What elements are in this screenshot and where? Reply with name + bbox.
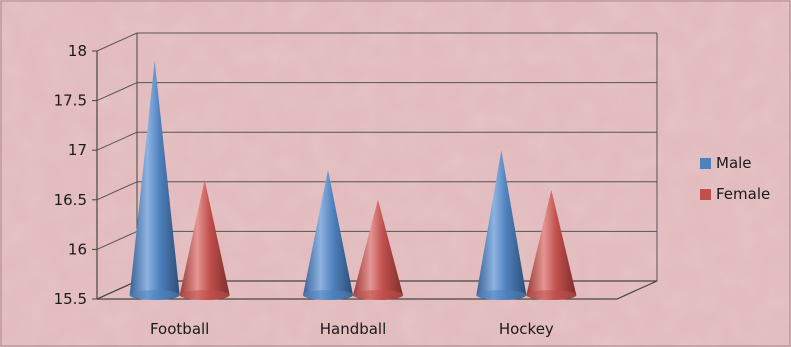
cone-base xyxy=(303,290,353,300)
cone-body xyxy=(179,179,230,300)
legend: Male Female xyxy=(700,154,770,203)
chart-marks xyxy=(129,60,577,300)
legend-swatch-female xyxy=(700,189,711,200)
chart-labels: 15.5 16 16.5 17 17.5 18 Football Handball Hockey xyxy=(54,42,554,338)
y-tick-label: 16 xyxy=(68,240,87,258)
y-tick-label: 15.5 xyxy=(54,290,87,308)
gridline-side xyxy=(96,32,138,52)
cone-body xyxy=(353,199,403,300)
y-tick-label: 16.5 xyxy=(54,191,87,209)
cone-male-hockey xyxy=(476,150,527,300)
gridline-side xyxy=(96,82,138,102)
cone-base xyxy=(476,290,527,300)
cone-female-football xyxy=(179,179,230,300)
cone-male-football xyxy=(129,60,180,300)
cone-base xyxy=(526,290,577,300)
y-tick-label: 18 xyxy=(68,42,87,60)
y-tick-label: 17.5 xyxy=(54,92,87,110)
floor-plane xyxy=(96,280,658,300)
cone-base xyxy=(353,290,403,300)
x-category-label: Hockey xyxy=(499,320,554,338)
gridline-side xyxy=(96,230,138,250)
cone-body xyxy=(303,170,353,300)
cone-body xyxy=(129,60,180,300)
cone-base xyxy=(179,290,230,300)
gridline-side xyxy=(96,181,138,201)
cone-body xyxy=(526,189,577,300)
legend-label-male: Male xyxy=(716,154,752,172)
legend-label-female: Female xyxy=(716,185,770,203)
y-tick-label: 17 xyxy=(68,141,87,159)
cone-male-handball xyxy=(303,170,353,300)
x-category-label: Football xyxy=(150,320,209,338)
x-category-label: Handball xyxy=(320,320,387,338)
cone-body xyxy=(476,150,527,300)
gridline-side xyxy=(96,131,138,151)
legend-swatch-male xyxy=(700,158,711,169)
cone-base xyxy=(129,290,180,300)
cone-female-hockey xyxy=(526,189,577,300)
cone-female-handball xyxy=(353,199,403,300)
